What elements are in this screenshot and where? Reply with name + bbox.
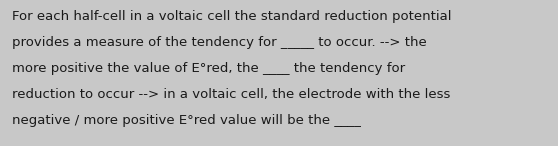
Text: more positive the value of E°red, the ____ the tendency for: more positive the value of E°red, the __…: [12, 62, 405, 75]
Text: For each half-cell in a voltaic cell the standard reduction potential: For each half-cell in a voltaic cell the…: [12, 10, 451, 23]
Text: reduction to occur --> in a voltaic cell, the electrode with the less: reduction to occur --> in a voltaic cell…: [12, 88, 450, 101]
Text: provides a measure of the tendency for _____ to occur. --> the: provides a measure of the tendency for _…: [12, 36, 427, 49]
Text: negative / more positive E°red value will be the ____: negative / more positive E°red value wil…: [12, 114, 361, 127]
